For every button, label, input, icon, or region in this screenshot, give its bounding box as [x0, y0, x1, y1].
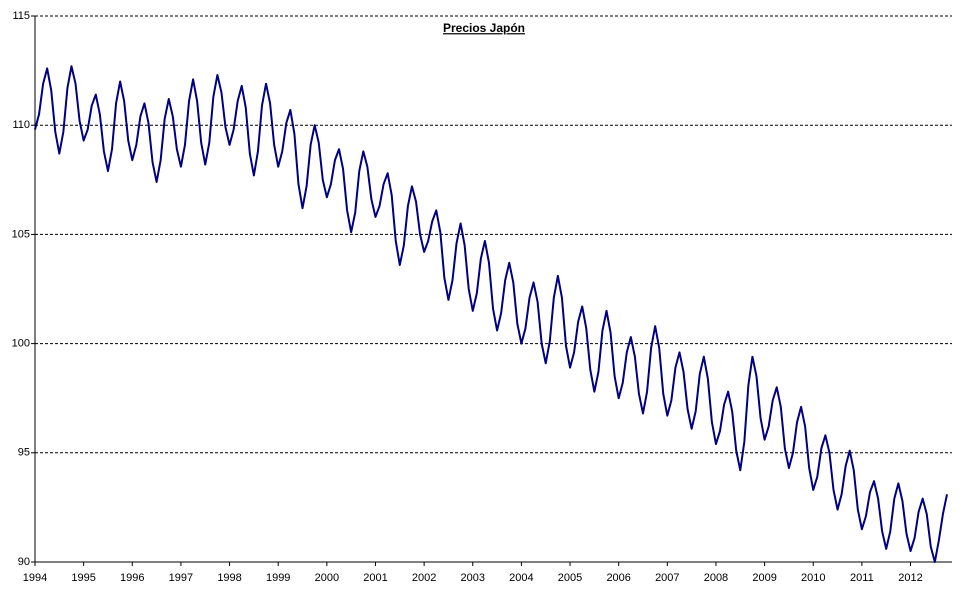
x-tick-label: 2005 [558, 572, 582, 584]
x-tick-label: 1995 [71, 572, 95, 584]
x-tick-label: 2007 [655, 572, 679, 584]
x-tick-label: 1999 [266, 572, 290, 584]
y-tick-label: 105 [12, 228, 30, 240]
y-tick-label: 95 [18, 447, 30, 459]
y-tick-label: 90 [18, 556, 30, 568]
x-tick-label: 2008 [704, 572, 728, 584]
x-tick-label: 2011 [850, 572, 874, 584]
x-tick-label: 2012 [898, 572, 922, 584]
x-tick-label: 2010 [801, 572, 825, 584]
x-tick-label: 1996 [120, 572, 144, 584]
x-tick-label: 2000 [315, 572, 339, 584]
x-tick-label: 2004 [509, 572, 533, 584]
chart-title: Precios Japón [443, 21, 525, 35]
x-tick-label: 2001 [363, 572, 387, 584]
x-tick-label: 1997 [169, 572, 193, 584]
x-tick-label: 2009 [752, 572, 776, 584]
x-tick-label: 1994 [23, 572, 47, 584]
x-tick-label: 2002 [412, 572, 436, 584]
y-tick-label: 110 [12, 119, 30, 131]
x-tick-label: 2006 [606, 572, 630, 584]
y-tick-label: 100 [12, 338, 30, 350]
x-tick-label: 2003 [461, 572, 485, 584]
y-tick-label: 115 [12, 10, 30, 22]
x-tick-label: 1998 [217, 572, 241, 584]
data-line [34, 65, 948, 563]
